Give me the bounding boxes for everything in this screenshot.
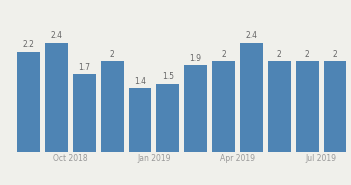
Text: 1.4: 1.4: [134, 77, 146, 86]
Text: 2: 2: [333, 50, 337, 58]
Text: 2: 2: [277, 50, 282, 58]
Text: 1.7: 1.7: [78, 63, 90, 72]
Bar: [17, 52, 40, 152]
Text: 2.4: 2.4: [51, 31, 62, 40]
Bar: [324, 61, 346, 152]
Text: 2.2: 2.2: [23, 41, 34, 49]
Text: 2: 2: [305, 50, 310, 58]
Bar: [296, 61, 318, 152]
Bar: [212, 61, 235, 152]
Text: 1.9: 1.9: [190, 54, 202, 63]
Bar: [45, 43, 68, 152]
Bar: [240, 43, 263, 152]
Text: 1.5: 1.5: [162, 72, 174, 81]
Text: 2: 2: [221, 50, 226, 58]
Bar: [128, 88, 151, 152]
Bar: [73, 74, 96, 152]
Bar: [268, 61, 291, 152]
Bar: [157, 84, 179, 152]
Bar: [101, 61, 124, 152]
Text: 2.4: 2.4: [245, 31, 257, 40]
Bar: [184, 65, 207, 152]
Text: 2: 2: [110, 50, 114, 58]
